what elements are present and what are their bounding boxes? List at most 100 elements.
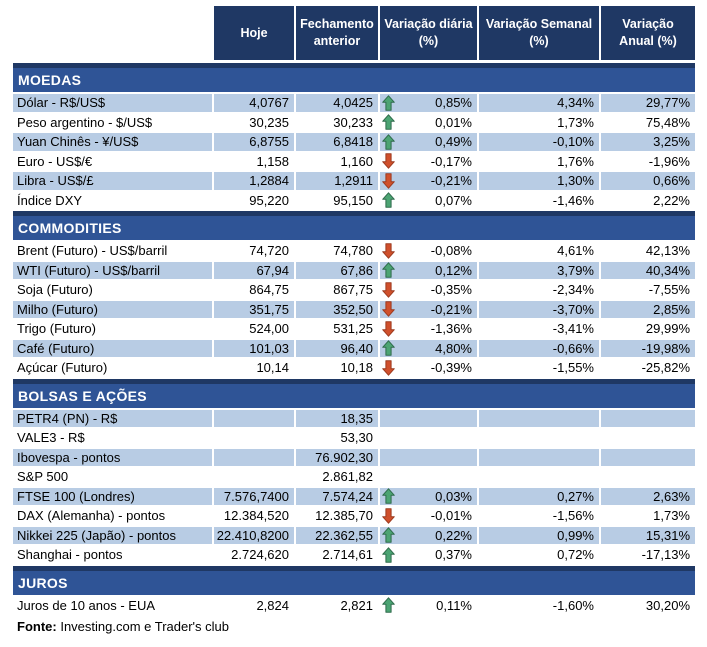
fechamento-value: 74,780: [333, 243, 373, 259]
table-row: Dólar - R$/US$ 4,0767 4,0425 0,85% 4,34%…: [13, 94, 695, 112]
section-title: MOEDAS: [18, 72, 82, 88]
variacao-semanal-value: -1,56%: [552, 508, 594, 524]
hoje-value: 6,8755: [214, 133, 294, 151]
table-row: Yuan Chinês - ¥/US$ 6,8755 6,8418 0,49% …: [13, 133, 695, 151]
variacao-diaria-cell: 4,80%: [380, 339, 477, 357]
hoje-value: 524,00: [249, 321, 289, 337]
section-title: BOLSAS E AÇÕES: [18, 387, 147, 404]
variacao-diaria-cell: -0,35%: [380, 281, 477, 299]
fechamento-value: 2.714,61: [322, 547, 373, 563]
section-header: JUROS: [13, 565, 695, 595]
table-row: Brent (Futuro) - US$/barril 74,720 74,78…: [13, 242, 695, 260]
table-row: Trigo (Futuro) 524,00 531,25 -1,36% -3,4…: [13, 320, 695, 338]
row-label: PETR4 (PN) - R$: [13, 409, 212, 427]
hoje-value: 22.410,8200: [214, 526, 294, 544]
variacao-diaria-value: 0,03%: [435, 488, 472, 504]
table-row: Açúcar (Futuro) 10,14 10,18 -0,39% -1,55…: [13, 359, 695, 377]
up-arrow-icon: [382, 262, 395, 278]
row-label: WTI (Futuro) - US$/barril: [13, 261, 212, 279]
hoje-value: [214, 409, 294, 427]
up-arrow-icon: [382, 340, 395, 356]
down-arrow-icon: [382, 173, 395, 189]
section-header: COMMODITIES: [13, 211, 695, 240]
hoje-value: 351,75: [214, 300, 294, 318]
hoje-value: 864,75: [249, 282, 289, 298]
variacao-anual-value: 42,13%: [645, 243, 690, 259]
row-label: Soja (Futuro): [17, 282, 93, 298]
row-label: Índice DXY: [17, 192, 83, 208]
row-label: Shanghai - pontos: [17, 547, 123, 563]
fechamento-value: 352,50: [296, 300, 378, 318]
table-row: Shanghai - pontos 2.724,620 2.714,61 0,3…: [13, 546, 695, 564]
up-arrow-icon: [382, 547, 395, 563]
variacao-diaria-value: 0,11%: [436, 597, 472, 613]
variacao-semanal-value: 0,27%: [479, 487, 599, 505]
variacao-anual-value: -17,13%: [641, 547, 690, 563]
variacao-diaria-cell: -1,36%: [380, 320, 477, 338]
variacao-semanal-value: -0,66%: [479, 339, 599, 357]
variacao-semanal-value: [479, 429, 599, 447]
down-arrow-icon: [382, 282, 395, 298]
variacao-semanal-value: 1,76%: [557, 153, 594, 169]
variacao-diaria-cell: [380, 468, 477, 486]
up-arrow-icon: [382, 527, 395, 543]
header-variacao-semanal: Variação Semanal (%): [479, 6, 599, 60]
row-label: Libra - US$/£: [13, 172, 212, 190]
hoje-value: [214, 429, 294, 447]
variacao-anual-value: [601, 409, 695, 427]
table-row: Milho (Futuro) 351,75 352,50 -0,21% -3,7…: [13, 300, 695, 318]
header-hoje: Hoje: [214, 6, 294, 60]
variacao-diaria-cell: 0,12%: [380, 261, 477, 279]
table-row: Ibovespa - pontos 76.902,30: [13, 448, 695, 466]
up-arrow-icon: [382, 192, 395, 208]
table-row: DAX (Alemanha) - pontos 12.384,520 12.38…: [13, 507, 695, 525]
variacao-anual-value: 1,73%: [653, 508, 690, 524]
section-header: BOLSAS E AÇÕES: [13, 378, 695, 408]
fechamento-value: 53,30: [340, 430, 373, 446]
hoje-value: 1,158: [256, 153, 289, 169]
up-arrow-icon: [382, 114, 395, 130]
hoje-value: [214, 468, 294, 486]
fechamento-value: 1,160: [340, 153, 373, 169]
variacao-anual-value: 2,22%: [653, 192, 690, 208]
variacao-anual-value: 3,25%: [601, 133, 695, 151]
fechamento-value: 96,40: [296, 339, 378, 357]
variacao-diaria-value: 0,49%: [435, 134, 472, 150]
variacao-semanal-value: -0,10%: [479, 133, 599, 151]
up-arrow-icon: [382, 134, 395, 150]
variacao-semanal-value: [479, 448, 599, 466]
variacao-diaria-cell: -0,21%: [380, 172, 477, 190]
variacao-semanal-value: -1,46%: [552, 192, 594, 208]
variacao-diaria-value: 0,85%: [435, 95, 472, 111]
row-label: Açúcar (Futuro): [17, 360, 108, 376]
up-arrow-icon: [382, 95, 395, 111]
table-row: Libra - US$/£ 1,2884 1,2911 -0,21% 1,30%…: [13, 172, 695, 190]
row-label: S&P 500: [17, 469, 69, 485]
variacao-diaria-value: -0,21%: [430, 301, 472, 317]
variacao-diaria-value: -0,35%: [430, 282, 472, 298]
variacao-diaria-cell: 0,22%: [380, 526, 477, 544]
down-arrow-icon: [382, 360, 395, 376]
variacao-anual-value: 2,63%: [601, 487, 695, 505]
variacao-anual-value: 40,34%: [601, 261, 695, 279]
variacao-diaria-cell: 0,85%: [380, 94, 477, 112]
table-row: Juros de 10 anos - EUA 2,824 2,821 0,11%…: [13, 597, 695, 615]
variacao-diaria-cell: -0,17%: [380, 153, 477, 171]
hoje-value: 74,720: [249, 243, 289, 259]
table-row: WTI (Futuro) - US$/barril 67,94 67,86 0,…: [13, 261, 695, 279]
section-header: MOEDAS: [13, 63, 695, 92]
down-arrow-icon: [382, 301, 395, 317]
up-arrow-icon: [382, 547, 395, 563]
variacao-anual-value: -25,82%: [641, 360, 690, 376]
variacao-anual-value: 2,85%: [601, 300, 695, 318]
variacao-semanal-value: [479, 409, 599, 427]
table-header-row: Hoje Fechamento anterior Variação diária…: [13, 6, 695, 60]
variacao-diaria-cell: -0,08%: [380, 242, 477, 260]
up-arrow-icon: [382, 262, 395, 278]
hoje-value: 95,220: [249, 192, 289, 208]
hoje-value: 10,14: [256, 360, 289, 376]
variacao-semanal-value: -2,34%: [552, 282, 594, 298]
fechamento-value: 531,25: [333, 321, 373, 337]
variacao-anual-value: 29,77%: [601, 94, 695, 112]
variacao-diaria-value: -1,36%: [430, 321, 472, 337]
